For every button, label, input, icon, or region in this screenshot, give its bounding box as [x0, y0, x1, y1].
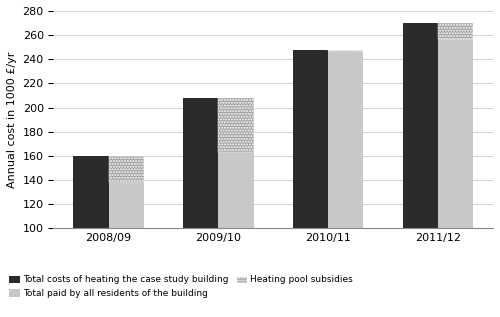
Legend: Total costs of heating the case study building, Total paid by all residents of t: Total costs of heating the case study bu… [5, 272, 357, 301]
Y-axis label: Annual cost in 1000 £/yr: Annual cost in 1000 £/yr [7, 51, 17, 188]
Bar [328, 49, 364, 51]
Bar [218, 98, 254, 152]
Bar [328, 51, 364, 228]
Bar [293, 49, 328, 228]
Bar [183, 98, 218, 228]
Bar [74, 156, 108, 228]
Bar [108, 156, 144, 182]
Bar [108, 182, 144, 228]
Bar [218, 152, 254, 228]
Bar [403, 23, 438, 228]
Bar [438, 23, 473, 39]
Bar [438, 39, 473, 228]
